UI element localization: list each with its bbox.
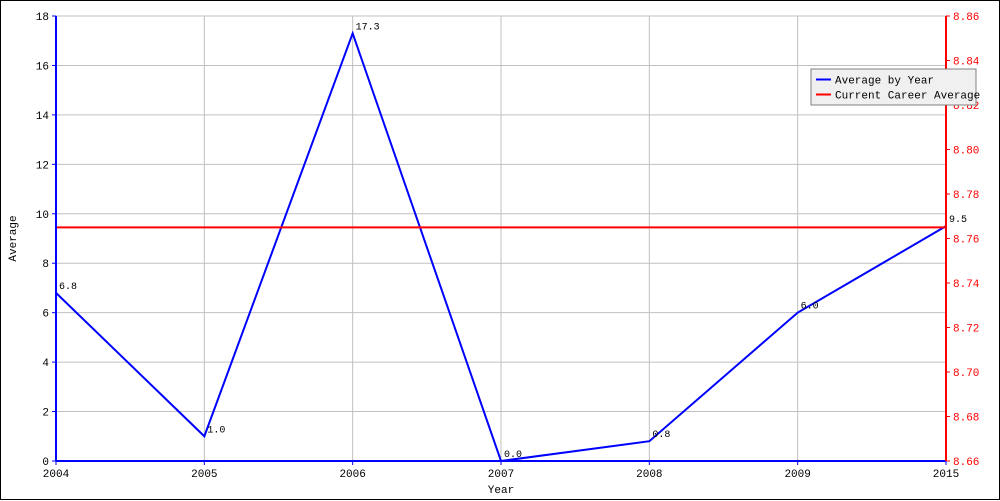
x-tick-label: 2007 bbox=[488, 469, 514, 481]
y-tick-label-left: 14 bbox=[36, 111, 50, 123]
x-tick-label: 2004 bbox=[43, 469, 70, 481]
legend-label: Average by Year bbox=[835, 76, 934, 88]
x-tick-label: 2009 bbox=[784, 469, 810, 481]
x-tick-label: 2015 bbox=[933, 469, 959, 481]
y-tick-label-left: 16 bbox=[36, 61, 49, 73]
y-tick-label-right: 8.76 bbox=[953, 235, 979, 247]
y-tick-label-left: 0 bbox=[42, 457, 49, 469]
y-tick-label-left: 10 bbox=[36, 210, 49, 222]
y-tick-label-right: 8.84 bbox=[953, 57, 980, 69]
x-tick-label: 2005 bbox=[191, 469, 217, 481]
data-label: 6.0 bbox=[801, 302, 819, 313]
legend-label: Current Career Average bbox=[835, 91, 980, 103]
x-axis-label: Year bbox=[488, 485, 514, 497]
y-tick-label-left: 12 bbox=[36, 160, 49, 172]
y-tick-label-right: 8.80 bbox=[953, 146, 979, 158]
chart-container: 6.8 1.0 17.3 0.0 0.8 6.0 9.5 0 2 4 6 8 10 12 14 16 18 Ave… bbox=[0, 0, 1000, 500]
y-axis-label-left: Average bbox=[8, 215, 20, 261]
y-tick-label-left: 18 bbox=[36, 12, 49, 24]
data-label: 1.0 bbox=[207, 425, 225, 436]
x-tick-label: 2008 bbox=[636, 469, 662, 481]
y-tick-label-right: 8.86 bbox=[953, 12, 979, 24]
y-tick-label-left: 6 bbox=[42, 309, 49, 321]
y-tick-label-left: 4 bbox=[42, 358, 49, 370]
y-tick-label-right: 8.68 bbox=[953, 413, 979, 425]
data-label: 6.8 bbox=[59, 282, 77, 293]
data-label: 17.3 bbox=[356, 22, 380, 33]
y-tick-label-right: 8.74 bbox=[953, 279, 980, 291]
data-label: 0.8 bbox=[652, 430, 670, 441]
y-tick-label-right: 8.70 bbox=[953, 368, 979, 380]
y-tick-label-right: 8.72 bbox=[953, 324, 979, 336]
y-tick-label-left: 2 bbox=[42, 408, 49, 420]
data-label: 0.0 bbox=[504, 450, 522, 461]
data-label: 9.5 bbox=[949, 215, 967, 226]
y-tick-label-left: 8 bbox=[42, 259, 49, 271]
y-tick-label-right: 8.66 bbox=[953, 457, 979, 469]
y-tick-label-right: 8.78 bbox=[953, 190, 979, 202]
chart-svg: 6.8 1.0 17.3 0.0 0.8 6.0 9.5 0 2 4 6 8 10 12 14 16 18 Ave… bbox=[1, 1, 1000, 501]
x-tick-label: 2006 bbox=[339, 469, 365, 481]
